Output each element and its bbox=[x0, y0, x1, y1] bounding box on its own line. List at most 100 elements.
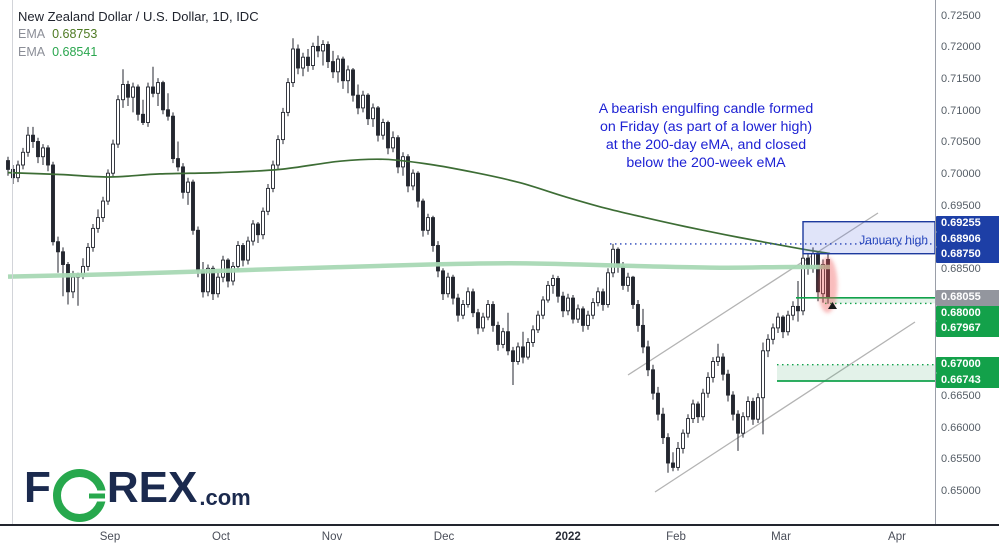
candle-body bbox=[211, 267, 215, 295]
candle-body bbox=[516, 346, 520, 362]
ema-label: EMA bbox=[18, 27, 46, 41]
price-badge-green: 0.68000 bbox=[936, 305, 999, 321]
candle-body bbox=[746, 401, 750, 418]
candle-body bbox=[441, 270, 445, 295]
candle-body bbox=[321, 44, 325, 52]
price-axis-label: 0.69500 bbox=[941, 199, 981, 212]
candle-body bbox=[326, 44, 330, 63]
candle-body bbox=[471, 291, 475, 314]
candle-body bbox=[26, 134, 30, 153]
candle-body bbox=[706, 376, 710, 394]
candle-body bbox=[611, 248, 615, 274]
price-badge-blue: 0.68906 bbox=[936, 231, 999, 247]
candle-body bbox=[526, 342, 530, 358]
candle-body bbox=[481, 316, 485, 329]
candle-body bbox=[761, 350, 765, 399]
candle-body bbox=[66, 264, 70, 293]
ema-label: EMA bbox=[18, 45, 46, 59]
candle-body bbox=[716, 356, 720, 362]
candle-body bbox=[436, 245, 440, 272]
ema-200week-row[interactable]: EMA 0.68541 bbox=[18, 44, 259, 61]
price-zone bbox=[802, 220, 936, 255]
candle-body bbox=[416, 172, 420, 202]
forex-logo: F REX .com bbox=[24, 466, 251, 522]
candle-body bbox=[236, 245, 240, 267]
time-axis-label-oct: Oct bbox=[212, 531, 230, 543]
candle-body bbox=[386, 122, 390, 149]
candle-body bbox=[141, 113, 145, 123]
candle-body bbox=[286, 82, 290, 113]
time-axis-label-mar: Mar bbox=[771, 531, 791, 543]
price-axis-label: 0.72500 bbox=[941, 9, 981, 22]
candle-body bbox=[631, 276, 635, 305]
price-badge-blue: 0.68750 bbox=[936, 247, 999, 263]
price-axis-label: 0.68500 bbox=[941, 263, 981, 276]
candle-body bbox=[721, 356, 725, 375]
time-axis-label-2022: 2022 bbox=[555, 531, 581, 543]
price-badge-gray: 0.68055 bbox=[936, 290, 999, 306]
candle-body bbox=[431, 217, 435, 246]
time-axis-label-sep: Sep bbox=[99, 531, 121, 543]
trendline bbox=[627, 212, 879, 376]
candle-body bbox=[601, 291, 605, 305]
price-axis-label: 0.70500 bbox=[941, 136, 981, 149]
candle-body bbox=[701, 392, 705, 418]
price-axis-label: 0.72000 bbox=[941, 41, 981, 54]
candle-body bbox=[446, 276, 450, 295]
candle-body bbox=[606, 272, 610, 305]
candle-body bbox=[256, 223, 260, 236]
candle-body bbox=[521, 346, 525, 358]
candle-body bbox=[191, 181, 195, 231]
candle-body bbox=[461, 304, 465, 316]
candle-body bbox=[351, 69, 355, 96]
candle-body bbox=[646, 346, 650, 371]
price-axis-label: 0.66000 bbox=[941, 421, 981, 434]
candle-body bbox=[341, 58, 345, 82]
candle-body bbox=[51, 164, 55, 243]
candle-body bbox=[361, 94, 365, 109]
candle-body bbox=[546, 284, 550, 301]
candle-body bbox=[376, 107, 380, 136]
trendline bbox=[654, 321, 916, 493]
candle-body bbox=[6, 160, 10, 170]
candle-body bbox=[576, 308, 580, 320]
candle-body bbox=[316, 45, 320, 52]
candle-body bbox=[531, 329, 535, 343]
candle-body bbox=[771, 327, 775, 340]
candle-body bbox=[666, 437, 670, 464]
candle-body bbox=[371, 107, 375, 120]
candle-body bbox=[456, 297, 460, 316]
candle-body bbox=[251, 223, 255, 242]
candle-body bbox=[621, 265, 625, 286]
price-badge-green: 0.67000 bbox=[936, 357, 999, 373]
candle-body bbox=[766, 338, 770, 352]
candle-body bbox=[271, 164, 275, 189]
candle-body bbox=[16, 164, 20, 179]
candle-body bbox=[121, 84, 125, 101]
chart-left-border bbox=[12, 0, 13, 524]
candle-body bbox=[156, 82, 160, 94]
candle-body bbox=[451, 276, 455, 299]
candle-body bbox=[276, 139, 280, 166]
candle-body bbox=[231, 265, 235, 282]
candle-body bbox=[581, 308, 585, 326]
candle-body bbox=[336, 58, 340, 73]
symbol-title[interactable]: New Zealand Dollar / U.S. Dollar, 1D, ID… bbox=[18, 9, 259, 24]
ema-200day-row[interactable]: EMA 0.68753 bbox=[18, 26, 259, 43]
candle-body bbox=[216, 276, 220, 295]
candle-body bbox=[366, 94, 370, 120]
candle-body bbox=[591, 302, 595, 316]
candle-body bbox=[306, 56, 310, 66]
candle-body bbox=[401, 156, 405, 168]
candle-body bbox=[36, 141, 40, 158]
candle-body bbox=[381, 122, 385, 136]
ema-200week-value: 0.68541 bbox=[52, 45, 98, 59]
annotation-line: below the 200-week eMA bbox=[626, 155, 786, 171]
candle-body bbox=[671, 462, 675, 468]
candle-body bbox=[736, 413, 740, 434]
price-zone bbox=[777, 364, 935, 381]
candle-body bbox=[301, 56, 305, 69]
candle-body bbox=[406, 156, 410, 187]
